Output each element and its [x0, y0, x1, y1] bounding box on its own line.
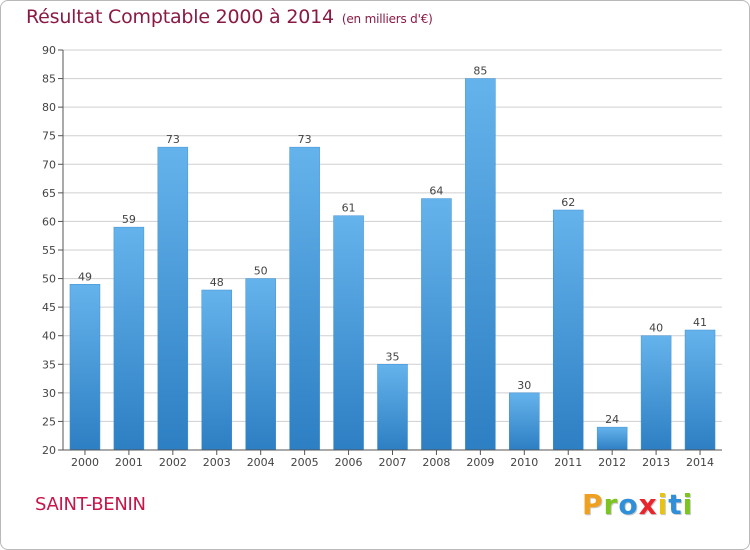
bar-value-label: 61: [342, 202, 356, 215]
x-tick-label: 2003: [203, 456, 231, 469]
y-tick-label: 70: [42, 158, 56, 171]
bar: [157, 146, 189, 451]
bar: [509, 392, 540, 451]
y-tick-label: 55: [42, 244, 56, 257]
bar: [421, 198, 452, 451]
bar-value-label: 85: [473, 65, 487, 78]
bar-value-label: 40: [649, 322, 663, 335]
bar-value-label: 24: [605, 413, 619, 426]
bar: [245, 278, 276, 451]
bar: [640, 335, 672, 451]
y-axis-ticks: 20 25 30 35 40 45 50 55 60 65 70 75 80 85 90: [42, 44, 63, 457]
bar: [201, 289, 233, 451]
y-tick-label: 75: [42, 130, 56, 143]
logo-letter: x: [638, 488, 658, 521]
bar: [465, 78, 496, 451]
y-tick-label: 85: [42, 73, 56, 86]
y-tick-label: 80: [42, 101, 56, 114]
commune-name: SAINT-BENIN: [35, 494, 146, 515]
logo-letter: t: [668, 488, 683, 521]
logo-letter: i: [657, 488, 669, 521]
chart-title-text: Résultat Comptable 2000 à 2014: [26, 6, 334, 28]
x-tick-label: 2011: [554, 456, 582, 469]
bar-value-label: 73: [166, 133, 180, 146]
x-tick-label: 2008: [422, 456, 450, 469]
proxiti-logo: Proxiti: [582, 488, 693, 521]
bar-value-label: 30: [517, 379, 531, 392]
bar: [684, 329, 716, 451]
x-tick-label: 2002: [159, 456, 187, 469]
y-tick-label: 30: [42, 387, 56, 400]
bars: [69, 78, 716, 451]
x-tick-label: 2009: [466, 456, 494, 469]
x-tick-label: 2000: [71, 456, 99, 469]
x-tick-label: 2001: [115, 456, 143, 469]
bar: [552, 209, 584, 451]
value-labels: 49 59 73 48 50 73 61 35 64 85 30 62 24 40 41: [78, 65, 707, 427]
bar: [69, 284, 101, 451]
x-tick-label: 2014: [686, 456, 714, 469]
bar-value-label: 73: [298, 133, 312, 146]
x-axis-ticks: 2000 2001 2002 2003 2004 2005 2006 2007 2008 2009…: [71, 450, 714, 469]
y-tick-label: 90: [42, 44, 56, 57]
bar-value-label: 48: [210, 276, 224, 289]
chart-subtitle: (en milliers d'€): [341, 12, 433, 26]
y-tick-label: 40: [42, 330, 56, 343]
logo-letter: P: [582, 488, 604, 521]
y-tick-label: 65: [42, 187, 56, 200]
bar: [333, 215, 364, 451]
x-tick-label: 2005: [291, 456, 319, 469]
y-tick-label: 20: [42, 444, 56, 457]
logo-letter: r: [603, 488, 619, 521]
bar: [289, 146, 320, 451]
bar-value-label: 62: [561, 196, 575, 209]
axes: [62, 50, 722, 451]
bar-value-label: 64: [429, 185, 443, 198]
chart-title: Résultat Comptable 2000 à 2014 (en millie…: [26, 6, 433, 28]
bar-value-label: 35: [386, 350, 400, 363]
bar-value-label: 49: [78, 270, 92, 283]
bar: [377, 364, 408, 451]
x-tick-label: 2010: [510, 456, 538, 469]
logo-letter: i: [682, 488, 694, 521]
y-tick-label: 60: [42, 215, 56, 228]
x-tick-label: 2012: [598, 456, 626, 469]
x-tick-label: 2007: [379, 456, 407, 469]
bar: [113, 226, 145, 451]
logo-letter: o: [618, 488, 639, 521]
x-tick-label: 2013: [642, 456, 670, 469]
y-tick-label: 35: [42, 358, 56, 371]
y-tick-label: 50: [42, 273, 56, 286]
bar-value-label: 59: [122, 213, 136, 226]
bar-value-label: 41: [693, 316, 707, 329]
x-tick-label: 2004: [247, 456, 275, 469]
bar-value-label: 50: [254, 265, 268, 278]
y-tick-label: 45: [42, 301, 56, 314]
y-tick-label: 25: [42, 415, 56, 428]
bar: [596, 426, 628, 451]
x-tick-label: 2006: [335, 456, 363, 469]
